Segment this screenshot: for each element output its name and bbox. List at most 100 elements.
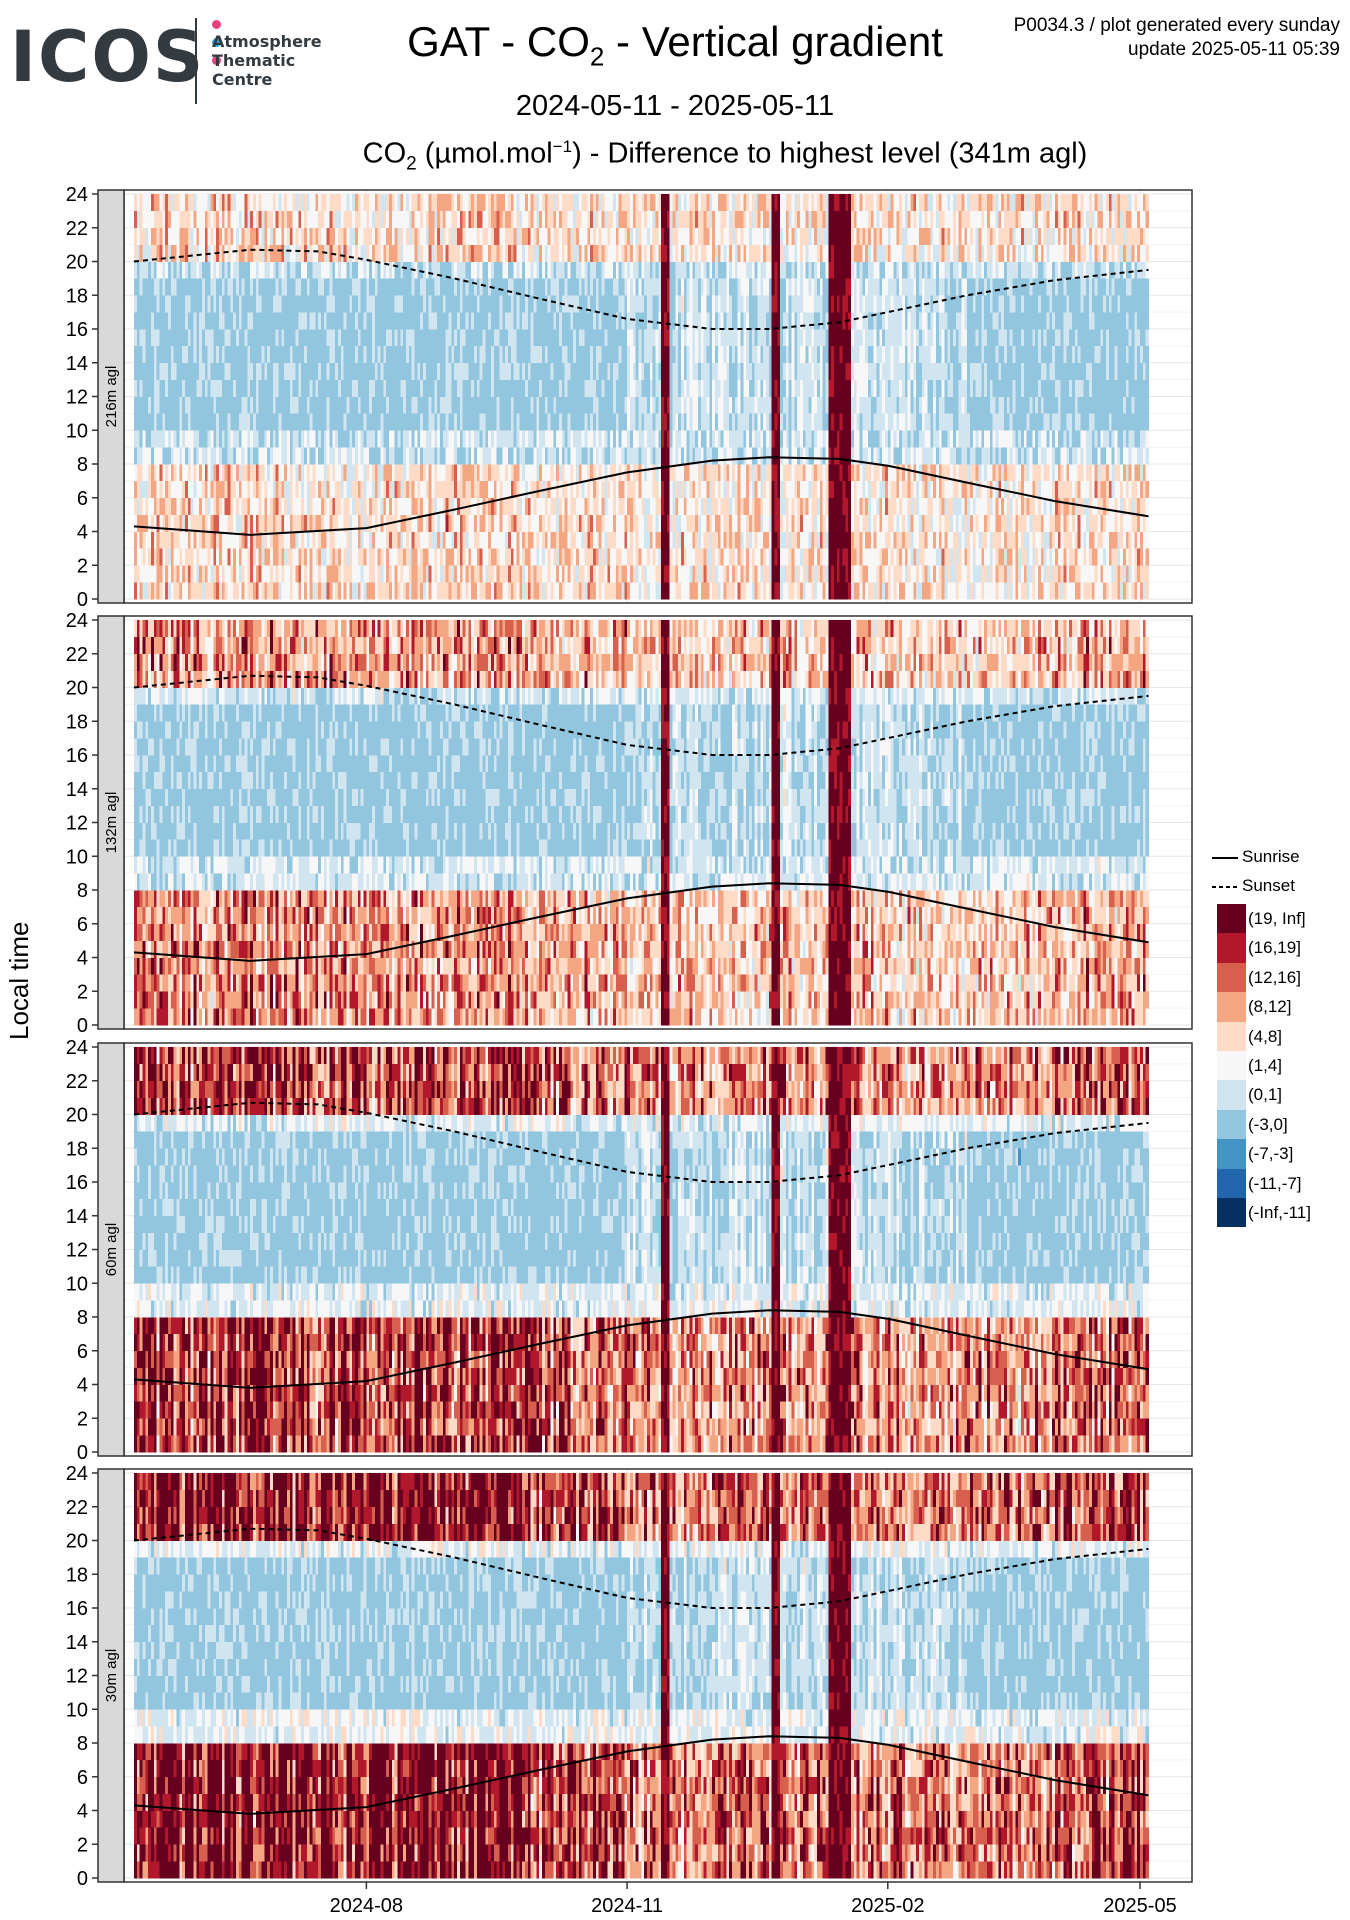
heat-cell: [340, 227, 345, 245]
heat-cell: [496, 227, 500, 245]
heat-cell: [570, 447, 574, 465]
heat-cell: [445, 413, 449, 431]
heat-cell: [304, 464, 308, 482]
heat-cell: [340, 497, 345, 515]
heat-cell: [292, 497, 296, 515]
heat-cell: [666, 345, 670, 364]
heat-cell: [238, 261, 243, 279]
heat-cell: [627, 514, 631, 532]
heat-cell: [323, 480, 328, 499]
heat-cell: [145, 514, 149, 532]
heat-cell: [476, 548, 481, 566]
heat-cell: [134, 329, 138, 347]
heat-cell: [488, 565, 492, 583]
heat-cell: [445, 447, 449, 465]
heat-cell: [584, 295, 588, 313]
heat-cell: [173, 345, 177, 364]
heat-cell: [508, 447, 512, 465]
heat-cell: [187, 497, 192, 515]
heat-cell: [680, 565, 685, 583]
heat-cell: [581, 430, 585, 448]
heat-cell: [326, 210, 330, 229]
heat-cell: [425, 345, 430, 364]
heat-cell: [573, 548, 577, 566]
heat-cell: [210, 278, 214, 296]
heat-cell: [581, 227, 585, 245]
heat-cell: [301, 582, 305, 600]
heat-cell: [301, 447, 305, 465]
heat-cell: [508, 531, 512, 549]
heat-cell: [329, 295, 333, 313]
heat-cell: [202, 210, 206, 229]
heat-cell: [570, 312, 574, 330]
heat-cell: [199, 565, 203, 583]
heat-cell: [621, 565, 625, 583]
heat-cell: [153, 480, 158, 499]
heat-cell: [516, 531, 520, 549]
heat-cell: [610, 194, 614, 212]
heat-cell: [318, 261, 322, 279]
heat-cell: [542, 548, 546, 566]
heat-cell: [610, 548, 614, 566]
heat-cell: [610, 295, 614, 313]
title-prefix: GAT - CO: [407, 18, 590, 65]
heat-cell: [544, 244, 549, 262]
heat-cell: [590, 396, 594, 414]
heat-cell: [675, 210, 679, 229]
heat-cell: [417, 464, 421, 482]
heat-cell: [352, 261, 356, 279]
heat-cell: [542, 531, 546, 549]
heat-cell: [340, 531, 345, 549]
heat-cell: [244, 210, 248, 229]
heat-cell: [292, 396, 296, 414]
heat-cell: [386, 244, 390, 262]
heat-cell: [632, 565, 636, 583]
heat-cell: [142, 362, 146, 380]
heat-cell: [207, 345, 211, 364]
heat-cell: [247, 565, 251, 583]
heat-cell: [578, 531, 583, 549]
heat-cell: [459, 244, 464, 262]
heat-cell: [284, 278, 288, 296]
heat-cell: [428, 261, 432, 279]
heat-cell: [162, 582, 166, 600]
heat-cell: [491, 565, 495, 583]
heat-cell: [261, 244, 265, 262]
heat-cell: [196, 329, 200, 347]
heat-cell: [340, 362, 345, 380]
heat-cell: [411, 345, 415, 364]
heat-cell: [601, 396, 605, 414]
heat-cell: [502, 261, 506, 279]
heat-cell: [632, 430, 636, 448]
heat-cell: [471, 396, 475, 414]
heat-cell: [661, 531, 665, 549]
heat-cell: [312, 295, 316, 313]
heat-cell: [661, 464, 665, 482]
heat-cell: [216, 480, 220, 499]
heat-cell: [230, 582, 234, 600]
heat-cell: [675, 531, 679, 549]
heat-cell: [304, 295, 308, 313]
heat-cell: [695, 362, 699, 380]
heat-cell: [709, 480, 713, 499]
heat-cell: [338, 531, 342, 549]
heat-cell: [151, 497, 155, 515]
heat-cell: [621, 278, 625, 296]
heat-cell: [369, 244, 373, 262]
heat-cell: [162, 261, 166, 279]
heat-cell: [564, 362, 568, 380]
heat-cell: [318, 312, 322, 330]
heat-cell: [505, 379, 509, 397]
heat-cell: [607, 329, 611, 347]
heat-cell: [709, 329, 713, 347]
heat-cell: [284, 329, 288, 347]
heat-cell: [304, 531, 308, 549]
heat-cell: [644, 362, 648, 380]
heat-cell: [615, 447, 619, 465]
heat-cell: [658, 514, 662, 532]
heat-cell: [499, 413, 503, 431]
heat-cell: [598, 345, 602, 364]
heat-cell: [493, 447, 498, 465]
heat-cell: [411, 312, 415, 330]
heat-cell: [216, 329, 220, 347]
